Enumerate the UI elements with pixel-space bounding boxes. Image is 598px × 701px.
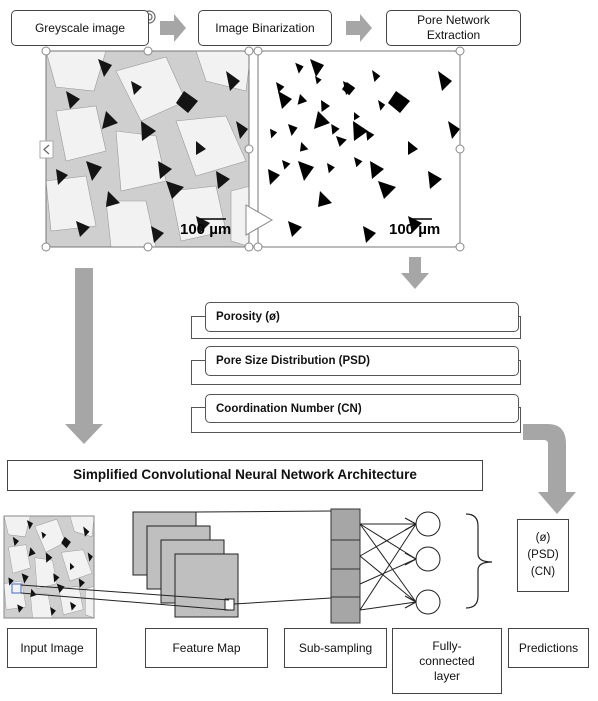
sub-sampling-column: [330, 508, 361, 624]
prediction-cn: (CN): [530, 565, 556, 578]
cn-box: Coordination Number (CN): [205, 394, 519, 423]
arrow-binarization-to-extraction: [346, 14, 372, 42]
input-image-thumbnail: [4, 516, 94, 618]
cn-label: Coordination Number (CN): [216, 402, 362, 415]
feature-map-stack: [132, 511, 239, 618]
greyscale-micrograph: [46, 51, 249, 247]
predictions-label: Predictions: [518, 640, 579, 655]
cnn-title: Simplified Convolutional Neural Network …: [73, 467, 417, 483]
selection-handles: [41, 46, 465, 252]
psd-box: Pore Size Distribution (PSD): [205, 346, 519, 376]
predictions-label-box: Predictions: [508, 628, 589, 668]
neurons: [415, 511, 441, 615]
prediction-psd: (PSD): [527, 549, 559, 562]
greyscale-image-label: Greyscale image: [34, 20, 126, 35]
cnn-title-box: Simplified Convolutional Neural Network …: [7, 460, 483, 491]
psd-label: Pore Size Distribution (PSD): [216, 355, 370, 367]
sub-sampling-label: Sub-sampling: [298, 640, 373, 655]
scale-bar-label-right: 100 µm: [389, 221, 441, 238]
image-binarization-box: Image Binarization: [198, 10, 332, 46]
chevron-left-icon[interactable]: [39, 140, 54, 159]
arrow-greyscale-to-binarization: [160, 14, 186, 42]
feature-map-label-box: Feature Map: [145, 628, 268, 668]
image-binarization-label: Image Binarization: [215, 20, 315, 35]
fully-connected-label: Fully-connected layer: [419, 638, 475, 683]
greyscale-image-box: Greyscale image: [11, 10, 149, 46]
curly-brace: [465, 513, 493, 609]
porosity-label: Porosity (ø): [216, 311, 280, 323]
arrow-down-to-cnn: [65, 268, 103, 444]
prediction-porosity: (ø): [535, 532, 551, 545]
predictions-values-box: (ø) (PSD) (CN): [517, 519, 569, 592]
binarized-micrograph: [258, 51, 460, 247]
scale-bar-label-left: 100 µm: [180, 221, 232, 238]
fully-connected-label-box: Fully-connected layer: [392, 628, 502, 694]
pore-network-extraction-box: Pore Network Extraction: [386, 10, 521, 46]
sub-sampling-label-box: Sub-sampling: [284, 628, 387, 668]
arrow-curved-to-predictions: [523, 424, 576, 514]
input-image-label: Input Image: [20, 640, 84, 655]
input-image-label-box: Input Image: [7, 628, 97, 668]
feature-map-label: Feature Map: [172, 640, 241, 655]
arrow-down-to-properties: [401, 257, 429, 289]
porosity-box: Porosity (ø): [205, 302, 519, 332]
play-triangle-icon: [245, 204, 274, 236]
pore-network-extraction-label: Pore Network Extraction: [417, 13, 490, 42]
